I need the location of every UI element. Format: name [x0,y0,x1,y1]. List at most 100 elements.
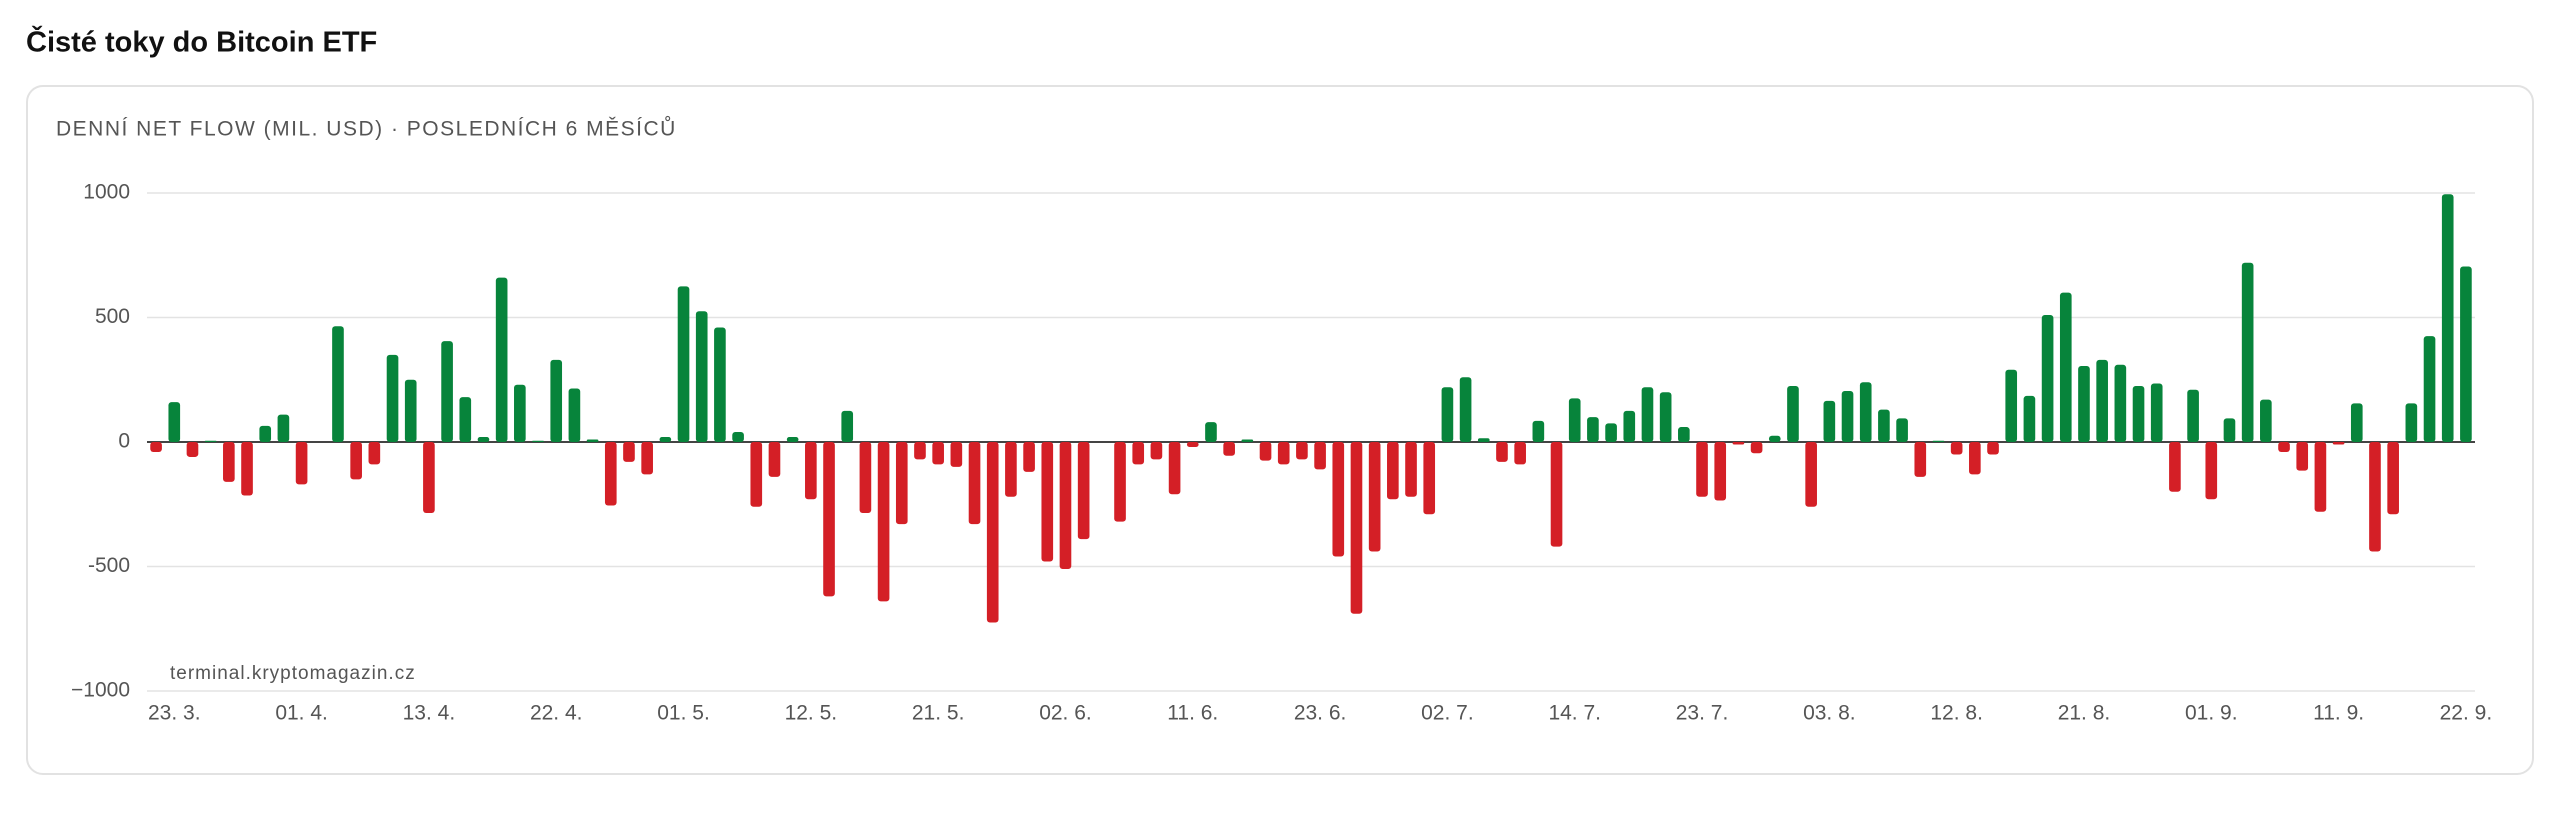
y-tick-label: −1000 [71,679,130,702]
bar [2296,442,2309,471]
bar [1696,442,1708,497]
bar [786,437,799,442]
y-tick-label: 500 [95,305,130,328]
bar [295,442,308,485]
bar [1259,442,1272,461]
bar [441,341,453,442]
bar [1787,385,1799,442]
bar [1205,422,1217,442]
bar [1168,442,1181,495]
x-tick-label: 23. 3. [148,702,201,725]
bar [1914,442,1927,477]
bar [2205,442,2218,500]
bar [895,442,908,525]
bar [1641,387,1654,442]
bar [1186,442,1199,447]
bar [168,402,181,442]
x-tick-label: 22. 9. [2440,702,2493,725]
bar [641,442,653,475]
bar [1023,442,1035,472]
bar [332,326,344,442]
bar [1459,377,1472,442]
bar [1932,440,1945,442]
bar [2460,266,2472,442]
bar [2369,442,2381,552]
bar [1896,418,1908,442]
bar [2278,442,2290,452]
bar [823,442,835,597]
bar [2260,399,2272,442]
bar [550,359,563,442]
x-tick-label: 02. 6. [1039,702,1092,725]
bar [2441,194,2454,442]
bar [1768,435,1781,442]
bar [1405,442,1417,497]
bar [568,388,581,442]
bar [805,442,817,500]
bar [768,442,781,477]
bar [1150,442,1163,460]
bar [2150,383,2163,442]
bar [695,311,708,442]
bar [423,442,435,513]
bar [1678,427,1690,442]
bar [677,286,690,442]
bar [1587,417,1599,442]
bar [2223,418,2236,442]
bar [495,277,508,442]
bar [1878,409,1890,442]
x-tick-label: 14. 7. [1548,702,1601,725]
bar [2023,395,2036,442]
bar [1059,442,1072,569]
bar [877,442,890,602]
bar [1477,438,1490,442]
bar [1623,410,1636,442]
bar [2041,315,2054,442]
bar [1714,442,1727,501]
bar [914,442,926,460]
bar [2332,442,2345,445]
bar [459,397,472,442]
bar [2059,292,2072,442]
y-tick-label: 1000 [83,181,130,204]
bar [1823,400,1836,442]
bar [714,327,726,442]
bar [514,384,526,442]
bar [477,437,490,442]
bar [841,410,854,442]
x-tick-label: 02. 7. [1421,702,1474,725]
bar [1223,442,1235,456]
bar [932,442,944,465]
bar [1314,442,1326,470]
bar [1496,442,1508,462]
bar [241,442,253,496]
bar [2314,442,2327,512]
x-tick-label: 12. 8. [1930,702,1983,725]
bar [1841,390,1854,442]
bar [532,440,544,442]
bar [2350,403,2363,442]
bar [2132,385,2145,442]
bar [1332,442,1345,557]
bar [259,425,272,442]
bar [2169,442,2181,492]
bar [2187,389,2199,442]
bar [1987,442,1999,455]
bar [350,442,362,480]
x-tick-label: 01. 5. [657,702,710,725]
bar [950,442,963,467]
bar [1277,442,1290,465]
y-tick-label: 0 [118,430,130,453]
watermark: terminal.kryptomagazin.cz [170,663,416,684]
bar [1368,442,1381,552]
x-tick-label: 21. 5. [912,702,965,725]
bar [1732,442,1745,445]
bar [1950,442,1963,455]
bar [1441,387,1454,442]
bar [186,442,199,457]
bar [2096,359,2108,442]
bar [2078,366,2090,442]
bar [604,442,617,506]
bar [1605,423,1617,442]
